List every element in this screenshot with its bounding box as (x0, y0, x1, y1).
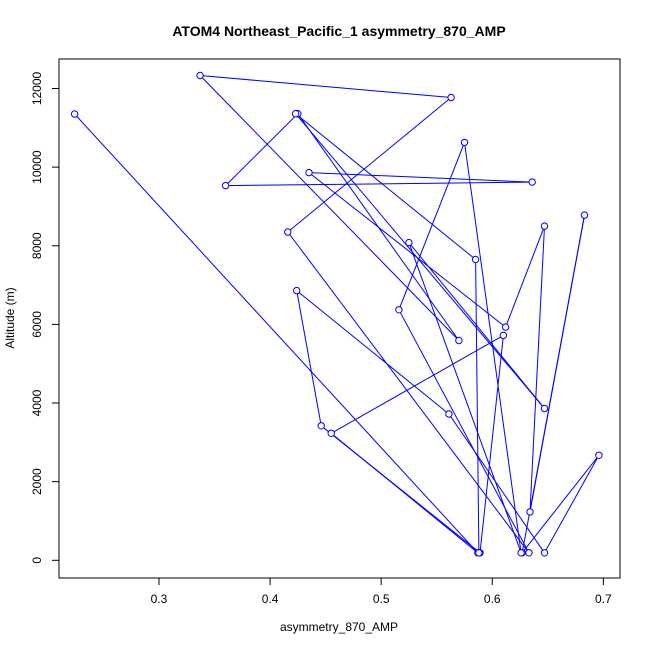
plot-frame (58, 58, 621, 579)
data-point (70, 110, 79, 118)
series-line-segment (308, 172, 506, 328)
x-axis-label: asymmetry_870_AMP (280, 620, 398, 634)
series-line-segment (295, 113, 545, 409)
series-line-segment (287, 231, 530, 554)
data-point (526, 508, 534, 516)
series-line-segment (398, 309, 530, 554)
x-tick-label: 0.7 (595, 592, 612, 606)
series-line-segment (479, 335, 504, 553)
series-line-segment (287, 97, 452, 233)
data-point (221, 181, 230, 190)
series-line-segment (225, 181, 533, 187)
series-line-segment (529, 215, 585, 512)
y-tick-label: 10000 (30, 150, 44, 184)
series-line-segment (74, 113, 479, 554)
data-point (327, 429, 335, 437)
series-line-segment (320, 425, 481, 554)
y-tick-label: 12000 (30, 71, 44, 105)
y-tick-label: 4000 (30, 389, 44, 416)
data-point (445, 410, 453, 418)
data-point (580, 211, 589, 219)
data-point (540, 549, 549, 557)
data-point (395, 306, 403, 314)
series-line-segment (448, 413, 545, 554)
data-point (517, 549, 525, 557)
x-tick-label: 0.3 (151, 592, 168, 606)
chart-title: ATOM4 Northeast_Pacific_1 asymmetry_870_… (172, 23, 505, 39)
data-point (291, 110, 300, 118)
data-point (460, 138, 469, 147)
data-point (501, 323, 510, 331)
data-point (528, 178, 536, 186)
y-tick-label: 2000 (30, 468, 44, 495)
data-point (447, 93, 455, 102)
series-line-segment (529, 226, 545, 512)
series-line-segment (297, 113, 460, 341)
series-line-segment (475, 259, 480, 553)
series-line-segment (296, 290, 450, 415)
series-line-segment (295, 113, 476, 260)
data-point (284, 228, 292, 236)
data-point (525, 549, 533, 557)
data-point (499, 331, 508, 340)
y-tick-label: 6000 (30, 311, 44, 338)
series-line-segment (330, 334, 504, 434)
data-point (293, 286, 301, 295)
data-point (455, 336, 463, 345)
data-point (540, 404, 549, 413)
series-line-segment (544, 455, 600, 554)
series-line-segment (200, 75, 452, 98)
data-point (475, 549, 483, 557)
data-point (305, 168, 313, 177)
series-line-segment (398, 142, 465, 310)
x-tick-label: 0.4 (262, 592, 279, 606)
series-line-segment (505, 225, 545, 328)
y-tick-label: 8000 (30, 232, 44, 259)
y-axis: 0 2000 4000 6000 8000 10000 12000 (30, 71, 59, 564)
series-lines (74, 75, 600, 554)
data-point (595, 451, 603, 459)
series-line-segment (521, 454, 600, 554)
data-point (540, 222, 549, 230)
x-tick-label: 0.5 (373, 592, 390, 606)
series-line-segment (408, 242, 522, 553)
data-point (317, 422, 325, 430)
series-line-segment (225, 113, 299, 186)
series-line-segment (199, 75, 460, 341)
series-line-segment (296, 290, 322, 426)
x-axis: 0.3 0.4 0.5 0.6 0.7 (151, 578, 612, 606)
data-point (405, 238, 413, 247)
x-tick-label: 0.6 (484, 592, 501, 606)
series-points (70, 71, 603, 557)
y-tick-label: 0 (30, 557, 44, 564)
y-axis-label: Altitude (m) (3, 287, 17, 348)
data-point (196, 71, 204, 80)
data-point (471, 255, 480, 264)
